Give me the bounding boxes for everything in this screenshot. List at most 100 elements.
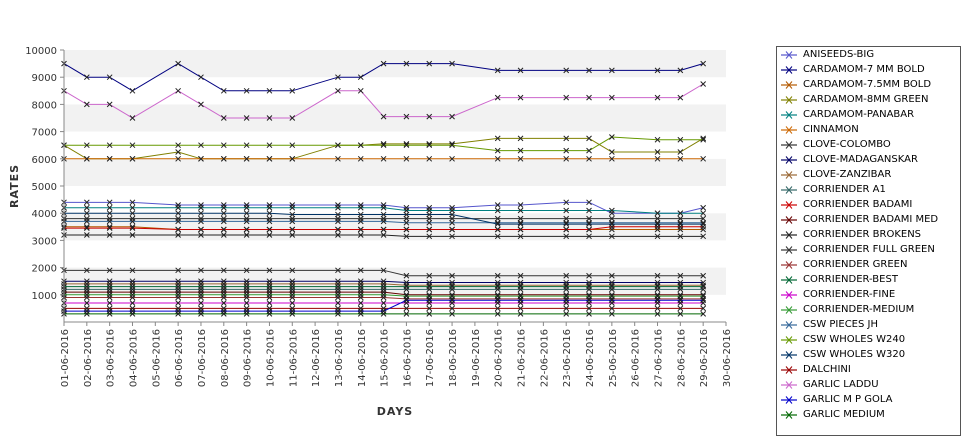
data-point: [609, 297, 615, 304]
data-point: [403, 310, 410, 317]
data-point: [517, 215, 524, 222]
data-point: [449, 142, 455, 149]
data-point: [83, 204, 90, 211]
data-point: [175, 291, 181, 298]
data-point: [289, 300, 296, 306]
legend-swatch-icon: [781, 410, 797, 419]
data-point: [289, 218, 296, 225]
data-point: [175, 149, 181, 155]
data-point: [175, 232, 181, 238]
data-point: [243, 226, 250, 233]
data-point: [198, 142, 204, 149]
data-point: [677, 305, 684, 312]
x-tick-label: 09-06-2016: [243, 329, 254, 387]
data-point: [586, 293, 592, 300]
data-point: [380, 218, 387, 225]
data-point: [494, 207, 501, 214]
series-garlic-medium: [61, 310, 707, 317]
data-point: [289, 291, 296, 298]
data-point: [494, 155, 501, 162]
data-point: [289, 232, 296, 238]
legend-item: GARLIC LADDU: [777, 377, 960, 392]
data-point: [403, 219, 410, 226]
data-point: [243, 115, 250, 121]
series-line: [64, 136, 704, 152]
legend-swatch-icon: [781, 125, 797, 134]
legend-item: CLOVE-MADAGANSKAR: [777, 152, 960, 167]
data-point: [243, 291, 250, 298]
legend-swatch-icon: [781, 350, 797, 359]
data-point: [563, 226, 570, 233]
data-point: [266, 115, 273, 121]
series-line: [64, 220, 704, 224]
data-point: [426, 293, 433, 300]
series-corriender-badami: [61, 223, 707, 233]
data-point: [289, 155, 296, 162]
series-garlic-laddu: [61, 81, 707, 121]
series-clove-zanzibar: [61, 281, 707, 289]
data-point: [198, 267, 204, 274]
data-point: [449, 60, 455, 67]
legend-item: CARDAMOM-7 MM BOLD: [777, 62, 960, 77]
data-point: [494, 297, 501, 304]
data-point: [380, 283, 387, 290]
data-point: [586, 226, 592, 233]
x-tick-label: 15-06-2016: [380, 329, 391, 387]
data-point: [357, 300, 364, 306]
data-point: [449, 155, 455, 162]
data-point: [700, 310, 707, 317]
legend-swatch-icon: [781, 170, 797, 179]
legend-label: CARDAMOM-PANABAR: [803, 109, 915, 120]
data-point: [220, 87, 227, 94]
data-point: [609, 94, 615, 101]
legend-label: CORRIENDER-MEDIUM: [803, 304, 915, 315]
data-point: [700, 293, 707, 300]
data-point: [586, 233, 592, 240]
data-point: [106, 232, 113, 238]
series-line: [64, 201, 704, 214]
data-point: [426, 226, 433, 233]
data-point: [335, 87, 341, 94]
x-tick-label: 26-06-2016: [631, 329, 642, 387]
x-tick-label: 23-06-2016: [562, 329, 573, 387]
data-point: [654, 149, 661, 155]
data-point: [220, 115, 227, 121]
legend-swatch-icon: [781, 230, 797, 239]
x-tick-label: 24-06-2016: [585, 329, 596, 387]
series-cardamom-panabar: [61, 204, 707, 217]
legend-label: CSW PIECES JH: [803, 319, 878, 330]
data-point: [449, 272, 455, 279]
series-line: [63, 63, 704, 92]
data-point: [677, 272, 684, 279]
data-point: [335, 300, 341, 306]
series-cardamom-7-mm-bold: [61, 60, 707, 94]
x-tick-label: 03-06-2016: [106, 329, 117, 387]
data-point: [129, 210, 136, 217]
data-point: [220, 142, 227, 149]
data-point: [654, 221, 661, 227]
data-point: [700, 221, 707, 227]
series-csw-wholes-w320: [61, 210, 707, 227]
data-point: [494, 305, 501, 312]
series-line: [64, 212, 704, 225]
data-point: [426, 215, 433, 222]
data-point: [266, 155, 273, 162]
data-point: [677, 233, 684, 240]
data-point: [494, 283, 501, 290]
data-point: [494, 67, 501, 74]
data-point: [198, 291, 204, 298]
data-point: [380, 155, 387, 162]
data-point: [449, 305, 455, 312]
data-point: [83, 101, 90, 108]
legend-item: CORRIENDER BADAMI: [777, 197, 960, 212]
data-point: [494, 215, 501, 222]
data-point: [380, 291, 387, 298]
data-point: [654, 94, 661, 101]
data-point: [289, 267, 296, 274]
data-point: [700, 215, 707, 222]
data-point: [517, 297, 524, 304]
series-line: [64, 207, 704, 214]
legend-label: DALCHINI: [803, 364, 851, 375]
legend-label: CORRIENDER BADAMI MED: [803, 214, 939, 225]
data-point: [609, 149, 615, 155]
